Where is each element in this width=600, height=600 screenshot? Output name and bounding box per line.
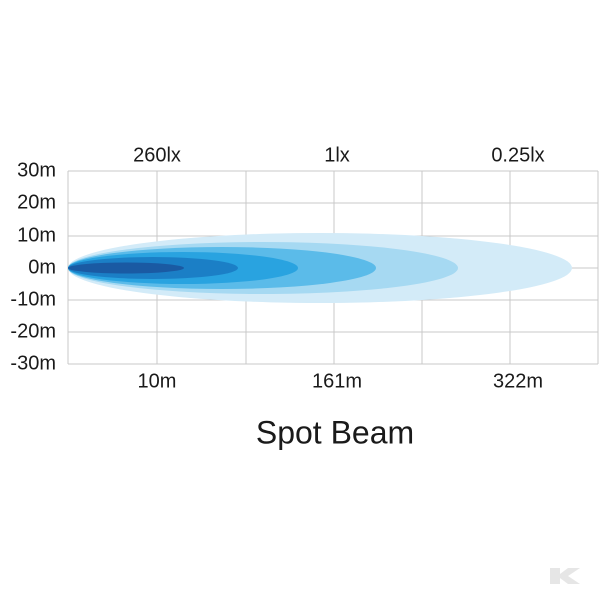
lux-label: 1lx (324, 144, 350, 166)
distance-label: 10m (138, 370, 177, 392)
y-label: 0m (28, 256, 56, 278)
y-label: 10m (17, 224, 56, 246)
y-label: -10m (10, 288, 56, 310)
beam (68, 233, 572, 303)
y-label: -30m (10, 352, 56, 374)
y-label: -20m (10, 320, 56, 342)
beam-zone (68, 262, 184, 274)
y-label: 30m (17, 159, 56, 181)
lux-label: 0.25lx (491, 144, 544, 166)
distance-label: 161m (312, 370, 362, 392)
lux-label: 260lx (133, 144, 181, 166)
distance-label: 322m (493, 370, 543, 392)
y-label: 20m (17, 191, 56, 213)
title: Spot Beam (256, 414, 414, 450)
logo (550, 568, 580, 584)
